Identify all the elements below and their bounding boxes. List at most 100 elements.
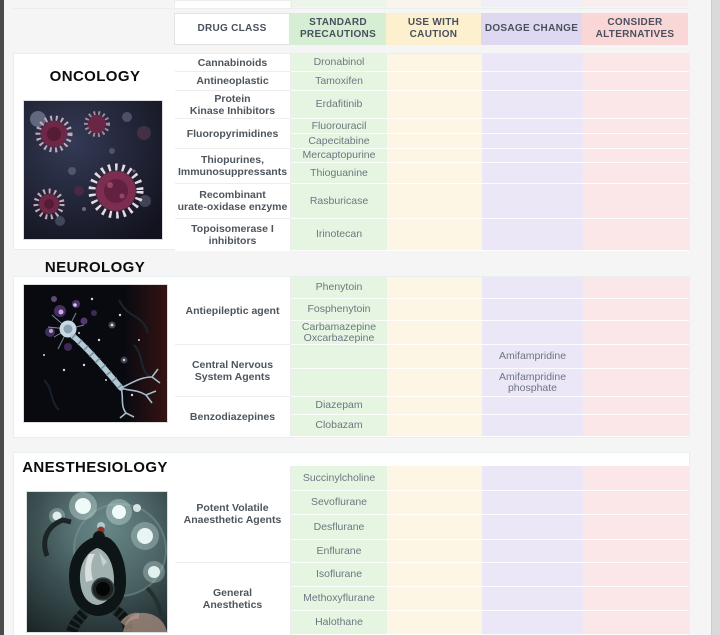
drug-class-cell: Protein Kinase Inhibitors bbox=[175, 91, 291, 119]
empty-cell-dosage bbox=[482, 91, 583, 119]
empty-cell-alternatives bbox=[583, 466, 689, 491]
table-header-row: DRUG CLASS STANDARD PRECAUTIONS USE WITH… bbox=[174, 13, 688, 45]
drug-cell-standard: Irinotecan bbox=[291, 219, 387, 251]
empty-cell-alternatives bbox=[583, 299, 689, 321]
empty-cell-caution bbox=[387, 54, 482, 72]
empty-cell-caution bbox=[387, 515, 482, 540]
empty-cell-caution bbox=[387, 277, 482, 299]
empty-cell-alternatives bbox=[583, 149, 689, 163]
empty-cell-caution bbox=[387, 163, 482, 184]
drug-cell-standard: Capecitabine bbox=[291, 134, 387, 149]
drug-cell-standard: Tamoxifen bbox=[291, 72, 387, 91]
header-drug-class: DRUG CLASS bbox=[174, 13, 290, 45]
empty-cell-caution bbox=[387, 369, 482, 397]
empty-cell-dosage bbox=[482, 184, 583, 219]
vertical-scrollbar[interactable] bbox=[711, 0, 720, 635]
empty-cell-alternatives bbox=[583, 91, 689, 119]
header-use-with-caution: USE WITH CAUTION bbox=[386, 13, 481, 45]
header-dosage-change: DOSAGE CHANGE bbox=[481, 13, 582, 45]
empty-cell-caution bbox=[387, 321, 482, 345]
drug-class-cell: Benzodiazepines bbox=[175, 397, 291, 437]
header-standard-precautions: STANDARD PRECAUTIONS bbox=[290, 13, 386, 45]
empty-cell-caution bbox=[387, 611, 482, 635]
anesthesiology-table: Potent Volatile Anaesthetic Agents Succin… bbox=[175, 466, 689, 635]
empty-cell-dosage bbox=[482, 72, 583, 91]
empty-cell-caution bbox=[387, 563, 482, 587]
drug-cell-dosage: Amifampridine bbox=[482, 345, 583, 369]
empty-cell-dosage bbox=[482, 587, 583, 611]
drug-cell-standard: Erdafitinib bbox=[291, 91, 387, 119]
drug-cell-standard: Mercaptopurine bbox=[291, 149, 387, 163]
empty-cell-alternatives bbox=[583, 345, 689, 369]
neuron-image bbox=[23, 284, 168, 423]
drug-cell-standard: Thioguanine bbox=[291, 163, 387, 184]
empty-cell-caution bbox=[387, 119, 482, 134]
clipped-row-above bbox=[582, 0, 688, 7]
cancer-cells-image bbox=[23, 100, 163, 240]
drug-cell-standard: Clobazam bbox=[291, 415, 387, 437]
empty-cell-dosage bbox=[482, 563, 583, 587]
empty-cell-dosage bbox=[482, 491, 583, 515]
drug-cell-standard: Succinylcholine bbox=[291, 466, 387, 491]
empty-cell-alternatives bbox=[583, 54, 689, 72]
clipped-row-above bbox=[290, 0, 386, 7]
empty-cell-caution bbox=[387, 466, 482, 491]
empty-cell-dosage bbox=[482, 299, 583, 321]
drug-class-cell: Antineoplastic bbox=[175, 72, 291, 91]
drug-cell-standard: Phenytoin bbox=[291, 277, 387, 299]
section-neurology: NEUROLOGY bbox=[13, 259, 690, 438]
drug-cell-standard: Desflurane bbox=[291, 515, 387, 540]
empty-cell-alternatives bbox=[583, 219, 689, 251]
neurology-table: Antiepileptic agent Phenytoin Fosphenytoin… bbox=[175, 277, 689, 437]
empty-cell-caution bbox=[387, 491, 482, 515]
drug-class-cell: Central Nervous System Agents bbox=[175, 345, 291, 397]
empty-cell-dosage bbox=[482, 466, 583, 491]
empty-cell-alternatives bbox=[583, 134, 689, 149]
empty-cell-dosage bbox=[482, 134, 583, 149]
drug-class-cell: Antiepileptic agent bbox=[175, 277, 291, 345]
empty-cell-caution bbox=[387, 397, 482, 415]
empty-cell-caution bbox=[387, 91, 482, 119]
empty-cell-alternatives bbox=[583, 515, 689, 540]
empty-cell-standard bbox=[291, 345, 387, 369]
empty-cell-dosage bbox=[482, 321, 583, 345]
empty-cell-alternatives bbox=[583, 163, 689, 184]
empty-cell-caution bbox=[387, 540, 482, 563]
clipped-row-above bbox=[386, 0, 481, 7]
header-consider-alternatives: CONSIDER ALTERNATIVES bbox=[582, 13, 688, 45]
drug-cell-standard: Halothane bbox=[291, 611, 387, 635]
empty-cell-caution bbox=[387, 587, 482, 611]
section-oncology: ONCOLOGY bbox=[13, 53, 690, 251]
drug-cell-standard: Isoflurane bbox=[291, 563, 387, 587]
drug-cell-standard: Diazepam bbox=[291, 397, 387, 415]
drug-cell-standard: Enflurane bbox=[291, 540, 387, 563]
drug-cell-standard: Carbamazepine Oxcarbazepine bbox=[291, 321, 387, 345]
drug-cell-standard: Rasburicase bbox=[291, 184, 387, 219]
drug-cell-dosage: Amifampridine phosphate bbox=[482, 369, 583, 397]
drug-class-cell: Fluoropyrimidines bbox=[175, 119, 291, 149]
empty-cell-dosage bbox=[482, 163, 583, 184]
drug-class-cell: Cannabinoids bbox=[175, 54, 291, 72]
empty-cell-caution bbox=[387, 72, 482, 91]
drug-class-cell: Topoisomerase I inhibitors bbox=[175, 219, 291, 251]
clipped-row-above bbox=[481, 0, 582, 7]
empty-cell-caution bbox=[387, 345, 482, 369]
section-title-neurology: NEUROLOGY bbox=[44, 259, 146, 276]
empty-cell-dosage bbox=[482, 54, 583, 72]
empty-cell-dosage bbox=[482, 415, 583, 437]
empty-cell-dosage bbox=[482, 119, 583, 134]
empty-cell-alternatives bbox=[583, 277, 689, 299]
empty-cell-dosage bbox=[482, 219, 583, 251]
empty-cell-caution bbox=[387, 299, 482, 321]
drug-cell-standard: Sevoflurane bbox=[291, 491, 387, 515]
empty-cell-caution bbox=[387, 415, 482, 437]
section-title-oncology: ONCOLOGY bbox=[49, 68, 141, 85]
empty-cell-dosage bbox=[482, 149, 583, 163]
empty-cell-alternatives bbox=[583, 119, 689, 134]
anesthesia-mask-image bbox=[26, 491, 168, 635]
empty-cell-dosage bbox=[482, 515, 583, 540]
empty-cell-dosage bbox=[482, 397, 583, 415]
empty-cell-caution bbox=[387, 134, 482, 149]
empty-cell-standard bbox=[291, 369, 387, 397]
drug-cell-standard: Fluorouracil bbox=[291, 119, 387, 134]
